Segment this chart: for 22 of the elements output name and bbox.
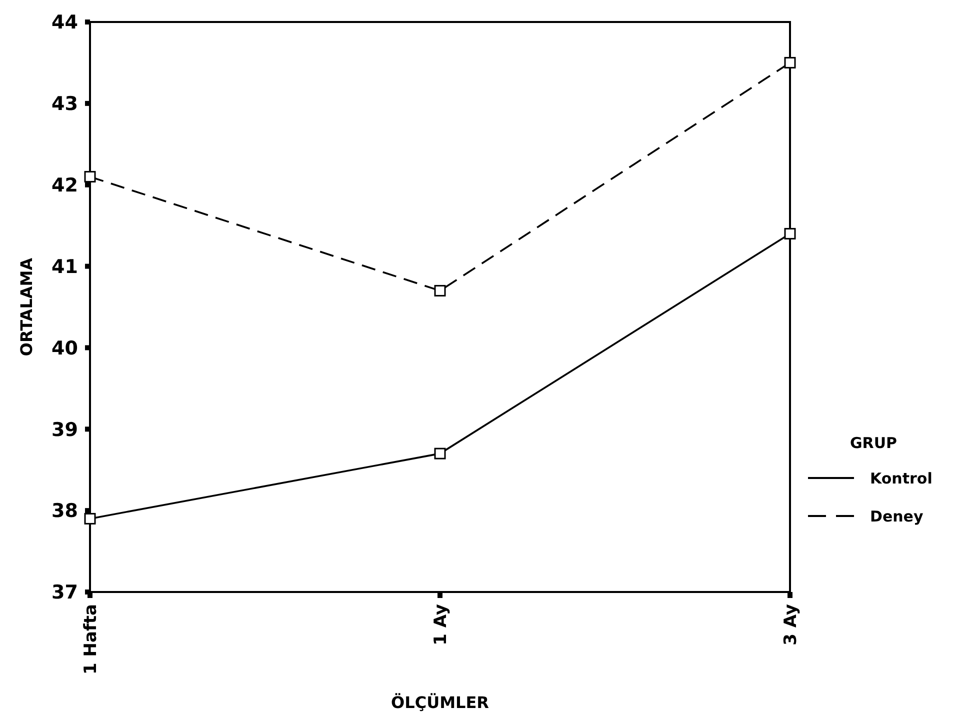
y-axis-title: ORTALAMA (17, 257, 36, 356)
y-tick-label: 42 (52, 174, 78, 197)
legend-label: Deney (870, 507, 924, 526)
point (84, 512, 96, 524)
x-axis-title: ÖLÇÜMLER (391, 693, 489, 712)
y-tick-label: 38 (52, 500, 78, 522)
y-tick-label: 44 (52, 12, 78, 34)
y-tick-label: 39 (52, 418, 78, 441)
point (434, 284, 446, 296)
point (784, 56, 796, 68)
point (784, 228, 796, 240)
y-tick-label: 37 (52, 582, 78, 604)
point (434, 448, 446, 460)
x-tick-label: 3 Ay (781, 604, 801, 646)
point (84, 170, 96, 182)
x-tick-label: 1 Hafta (81, 604, 101, 674)
y-tick-label: 40 (52, 337, 78, 360)
y-tick-label: 43 (52, 93, 78, 116)
legend-label: Kontrol (870, 469, 932, 488)
legend-title: GRUP (850, 434, 898, 452)
y-tick-label: 41 (52, 256, 78, 278)
x-tick-label: 1 Ay (431, 604, 451, 646)
